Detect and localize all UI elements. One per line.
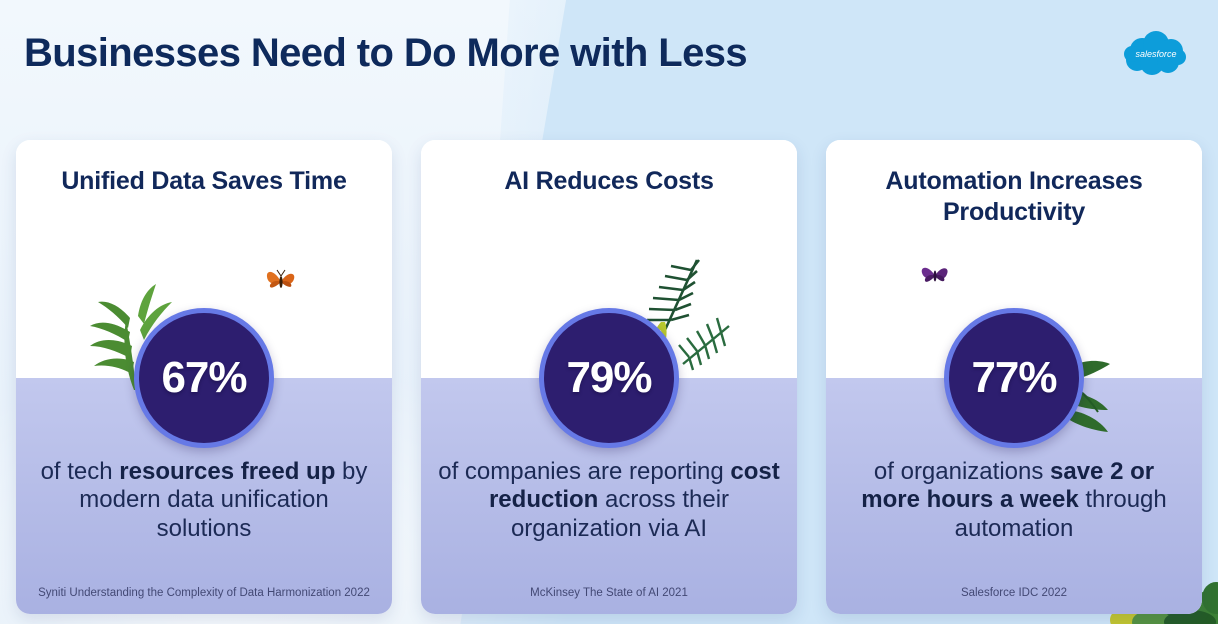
card-body-text: of tech resources freed up by modern dat…: [40, 458, 368, 542]
stat-card[interactable]: 67% Unified Data Saves Time of tech reso…: [16, 140, 392, 614]
card-source-citation: Syniti Understanding the Complexity of D…: [38, 587, 370, 600]
stat-card-list: 67% Unified Data Saves Time of tech reso…: [16, 140, 1202, 614]
stat-card[interactable]: 77% Automation Increases Productivity of…: [826, 140, 1202, 614]
card-heading: AI Reduces Costs: [504, 167, 714, 195]
card-source-citation: Salesforce IDC 2022: [960, 587, 1068, 600]
stat-value: 77%: [971, 353, 1057, 402]
stat-value: 67%: [161, 353, 247, 402]
brand-wordmark: salesforce: [1135, 49, 1176, 59]
stat-circle: 79%: [539, 308, 679, 448]
stat-circle: 67%: [134, 308, 274, 448]
card-body-text: of companies are reporting cost reductio…: [438, 458, 780, 542]
stat-value: 79%: [566, 353, 652, 402]
salesforce-cloud-logo: salesforce: [1122, 30, 1190, 78]
card-source-citation: McKinsey The State of AI 2021: [530, 587, 688, 600]
stat-card[interactable]: 79% AI Reduces Costs of companies are re…: [421, 140, 797, 614]
card-body-text: of organizations save 2 or more hours a …: [861, 458, 1167, 542]
card-heading: Unified Data Saves Time: [61, 167, 347, 195]
page-title: Businesses Need to Do More with Less: [24, 31, 748, 75]
stat-circle: 77%: [944, 308, 1084, 448]
card-heading: Automation Increases Productivity: [885, 167, 1143, 227]
